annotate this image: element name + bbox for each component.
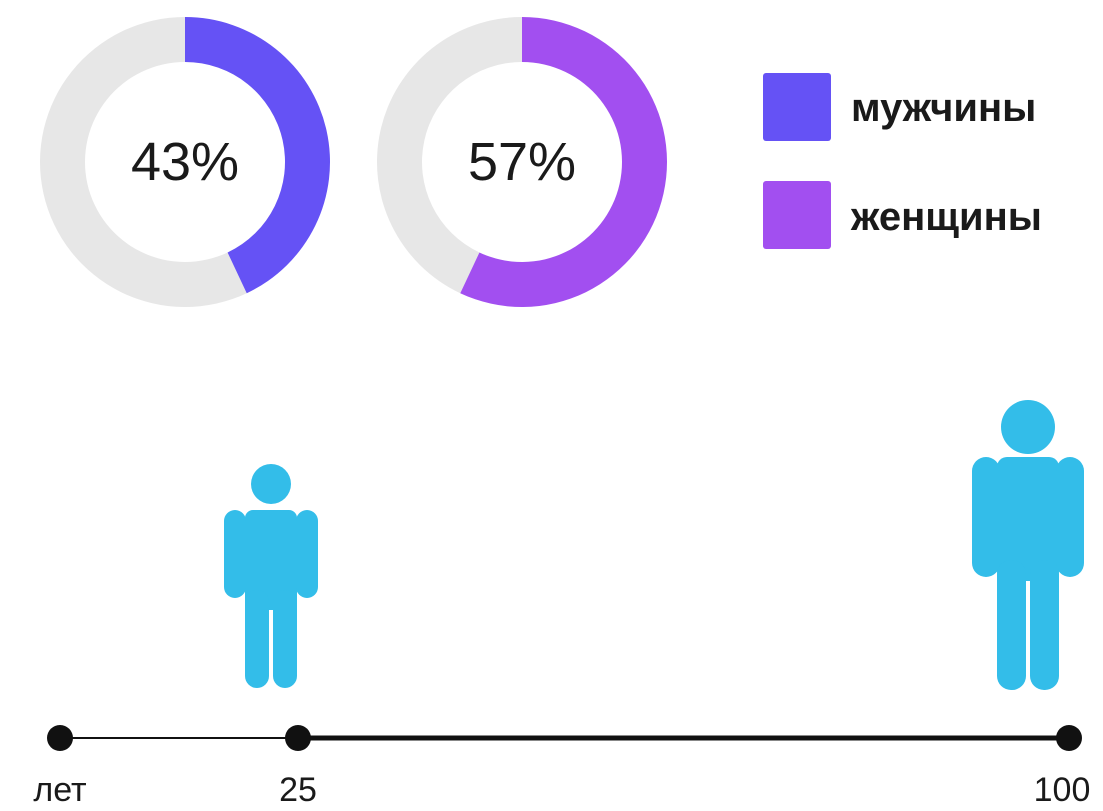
donut-men-arc: [185, 17, 330, 294]
timeline-tick-label-25: 25: [279, 771, 317, 809]
person-icon-large: [972, 400, 1084, 690]
legend-swatch-women: [763, 181, 831, 249]
legend-label-women: женщины: [850, 195, 1042, 239]
timeline-unit-label: лет: [33, 771, 86, 809]
legend-label-men: мужчины: [851, 86, 1036, 130]
timeline: лет 25 100: [33, 725, 1090, 809]
person-icon-small: [224, 464, 318, 688]
donut-women-arc: [460, 17, 667, 307]
donut-men: 43%: [40, 17, 330, 307]
timeline-dot-25: [285, 725, 311, 751]
legend-swatch-men: [763, 73, 831, 141]
donut-men-track: [40, 17, 247, 307]
donut-women-percent: 57%: [468, 132, 576, 192]
legend: мужчины женщины: [763, 73, 1042, 249]
timeline-dot-start: [47, 725, 73, 751]
donut-men-percent: 43%: [131, 132, 239, 192]
donut-women-track: [376, 17, 522, 294]
timeline-tick-label-100: 100: [1034, 771, 1091, 809]
donut-women: 57%: [376, 17, 667, 307]
timeline-dot-100: [1056, 725, 1082, 751]
